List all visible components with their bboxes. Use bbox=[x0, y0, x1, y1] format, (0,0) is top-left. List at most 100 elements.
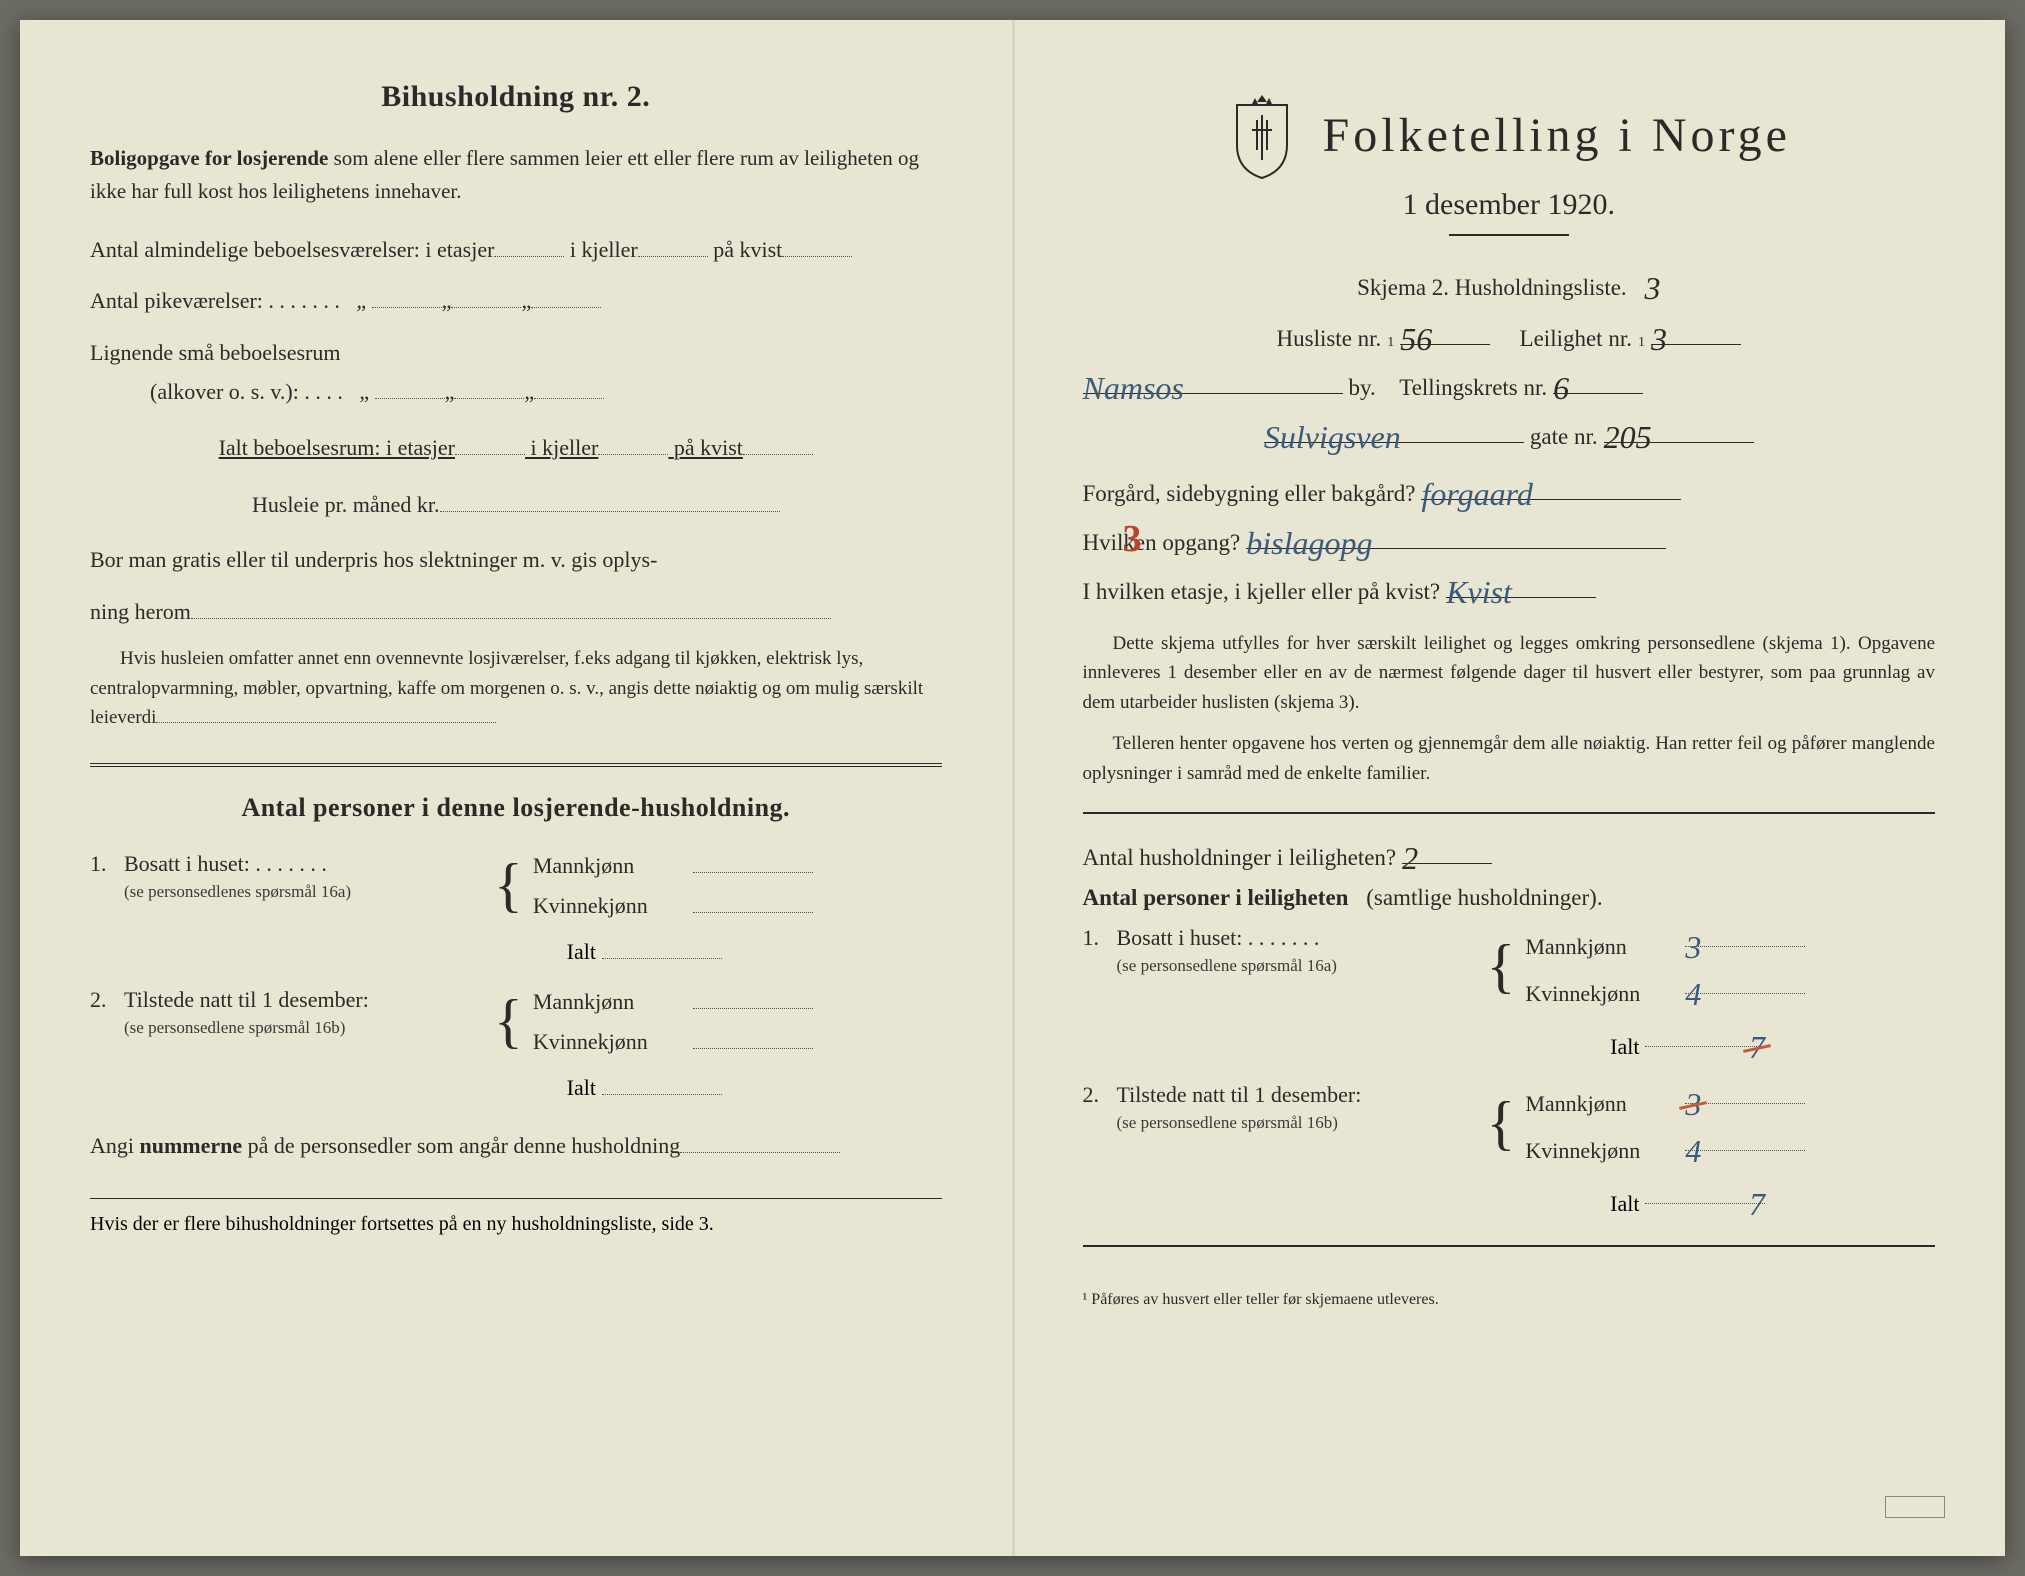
blank bbox=[455, 433, 525, 455]
bosatt-text: Bosatt i huset: . . . . . . . bbox=[124, 851, 327, 876]
line-lignende1: Lignende små beboelsesrum bbox=[90, 334, 942, 371]
blank bbox=[375, 377, 445, 399]
bosatt-vals: Mannkjønn Kvinnekjønn bbox=[533, 851, 813, 919]
tilstede-text: Tilstede natt til 1 desember: bbox=[124, 987, 369, 1012]
row-tilstede-left: 2. Tilstede natt til 1 desember: (se per… bbox=[90, 987, 942, 1055]
num-1: 1. bbox=[1083, 925, 1117, 1007]
label-pike: Antal pikeværelser: . . . . . . . bbox=[90, 288, 340, 313]
key-kvinne: Kvinnekjønn bbox=[1525, 981, 1685, 1007]
val-bm: 3 bbox=[1685, 929, 1701, 965]
blank bbox=[372, 286, 442, 308]
blank bbox=[638, 235, 708, 257]
blank bbox=[602, 1073, 722, 1095]
key-kvinne: Kvinnekjønn bbox=[533, 1029, 693, 1055]
row-tilstede-right: 2. Tilstede natt til 1 desember: (se per… bbox=[1083, 1082, 1936, 1164]
tilstede-sub: (se personsedlene spørsmål 16b) bbox=[1117, 1113, 1338, 1132]
gate-label: gate nr. bbox=[1530, 424, 1598, 450]
label-kjeller2: i kjeller bbox=[531, 435, 599, 460]
sub-divider bbox=[1449, 234, 1569, 236]
blank bbox=[598, 433, 668, 455]
key-mann: Mannkjønn bbox=[533, 989, 693, 1015]
main-title: Folketelling i Norge bbox=[1323, 108, 1791, 163]
label-alkover: (alkover o. s. v.): . . . . bbox=[150, 379, 343, 404]
ialt-label: Ialt bbox=[1610, 1191, 1639, 1216]
label-tilstede: Tilstede natt til 1 desember: (se person… bbox=[124, 987, 484, 1055]
line-angi: Angi nummerne på de personsedler som ang… bbox=[90, 1127, 942, 1164]
antal-pers-label: Antal personer i leiligheten bbox=[1083, 885, 1349, 911]
line-forgard: Forgård, sidebygning eller bakgård? forg… bbox=[1083, 472, 1936, 507]
label-kvist: på kvist bbox=[713, 237, 782, 262]
label-ialt-rum: Ialt beboelsesrum: i etasjer bbox=[219, 435, 455, 460]
antal-hush-q: Antal husholdninger i leiligheten? bbox=[1083, 845, 1397, 871]
blank bbox=[693, 987, 813, 1009]
brace: { bbox=[1487, 1108, 1516, 1138]
gatenr-val: 205 bbox=[1604, 419, 1652, 455]
line-rooms: Antal almindelige beboelsesværelser: i e… bbox=[90, 231, 942, 268]
label-ning: ning herom bbox=[90, 599, 191, 624]
label-kjeller: i kjeller bbox=[570, 237, 638, 262]
tk-val: 6 bbox=[1553, 370, 1569, 406]
val-bi: 7 bbox=[1749, 1029, 1765, 1065]
val-ti: 7 bbox=[1749, 1186, 1765, 1222]
blank bbox=[534, 377, 604, 399]
husliste-val: 56 bbox=[1400, 321, 1432, 357]
left-page: Bihusholdning nr. 2. Boligopgave for los… bbox=[20, 20, 1013, 1556]
blank bbox=[693, 891, 813, 913]
bosatt-text: Bosatt i huset: . . . . . . . bbox=[1117, 925, 1320, 950]
row-bosatt-left: 1. Bosatt i huset: . . . . . . . (se per… bbox=[90, 851, 942, 919]
val-tk: 4 bbox=[1685, 1133, 1701, 1169]
key-mann: Mannkjønn bbox=[1525, 934, 1685, 960]
brace: { bbox=[494, 870, 523, 900]
left-title: Bihusholdning nr. 2. bbox=[90, 80, 942, 114]
val-line: 3 bbox=[1685, 925, 1805, 947]
right-page: Folketelling i Norge 1 desember 1920. Sk… bbox=[1013, 20, 2006, 1556]
brace: { bbox=[1487, 951, 1516, 981]
val-bk: 4 bbox=[1685, 976, 1701, 1012]
by-label: by. bbox=[1349, 375, 1376, 401]
ialt-t: Ialt 7 bbox=[1083, 1182, 1936, 1217]
bosatt-vals: Mannkjønn3 Kvinnekjønn4 bbox=[1525, 925, 1805, 1007]
leilighet-val: 3 bbox=[1651, 321, 1667, 357]
line-gratis: Bor man gratis eller til underpris hos s… bbox=[90, 541, 942, 578]
blank bbox=[743, 433, 813, 455]
opgang-val: bislagopg bbox=[1246, 525, 1372, 561]
forgard-q: Forgård, sidebygning eller bakgård? bbox=[1083, 481, 1416, 507]
val-tm: 3 bbox=[1685, 1086, 1701, 1122]
blank bbox=[494, 235, 564, 257]
line-etasje: I hvilken etasje, i kjeller eller på kvi… bbox=[1083, 570, 1936, 605]
info2: Telleren henter opgavene hos verten og g… bbox=[1083, 729, 1936, 788]
val-line: 4 bbox=[1685, 972, 1805, 994]
val-line: 4 bbox=[1685, 1129, 1805, 1151]
ialt-1: Ialt bbox=[90, 937, 942, 965]
line-pike: Antal pikeværelser: . . . . . . . „ „„ bbox=[90, 282, 942, 319]
census-document: Bihusholdning nr. 2. Boligopgave for los… bbox=[20, 20, 2005, 1556]
blank bbox=[602, 937, 722, 959]
by-val: Namsos bbox=[1083, 370, 1184, 406]
label-etasjer: Antal almindelige beboelsesværelser: i e… bbox=[90, 237, 494, 262]
leilighet-label: Leilighet nr. bbox=[1520, 326, 1632, 352]
header: Folketelling i Norge bbox=[1083, 90, 1936, 180]
val-line: 3 bbox=[1685, 1082, 1805, 1104]
label-bosatt: Bosatt i huset: . . . . . . . (se person… bbox=[124, 851, 484, 919]
etasje-q: I hvilken etasje, i kjeller eller på kvi… bbox=[1083, 579, 1441, 605]
blank bbox=[440, 490, 780, 512]
intro-text: Boligopgave for losjerende som alene ell… bbox=[90, 142, 942, 207]
tilstede-text: Tilstede natt til 1 desember: bbox=[1117, 1082, 1362, 1107]
blank bbox=[531, 286, 601, 308]
forgard-val: forgaard bbox=[1421, 476, 1532, 512]
line-skjema: Skjema 2. Husholdningsliste. 3 bbox=[1083, 266, 1936, 303]
line-husliste: Husliste nr.1 56 Leilighet nr.1 3 bbox=[1083, 317, 1936, 352]
margin-3: 3 bbox=[1123, 517, 1142, 561]
label-bosatt: Bosatt i huset: . . . . . . . (se person… bbox=[1117, 925, 1477, 1007]
bosatt-sub: (se personsedlene spørsmål 16a) bbox=[1117, 956, 1337, 975]
blank bbox=[451, 286, 521, 308]
blank bbox=[454, 377, 524, 399]
tilstede-vals: Mannkjønn Kvinnekjønn bbox=[533, 987, 813, 1055]
label-tilstede: Tilstede natt til 1 desember: (se person… bbox=[1117, 1082, 1477, 1164]
line-husleie: Husleie pr. måned kr. bbox=[90, 486, 942, 523]
angi-text: Angi nummerne på de personsedler som ang… bbox=[90, 1133, 680, 1158]
info1: Dette skjema utfylles for hver særskilt … bbox=[1083, 629, 1936, 717]
num-2: 2. bbox=[90, 987, 124, 1055]
opgang-q: Hvilken opgang? bbox=[1083, 530, 1241, 556]
antal-pers-rest: (samtlige husholdninger). bbox=[1366, 885, 1602, 911]
